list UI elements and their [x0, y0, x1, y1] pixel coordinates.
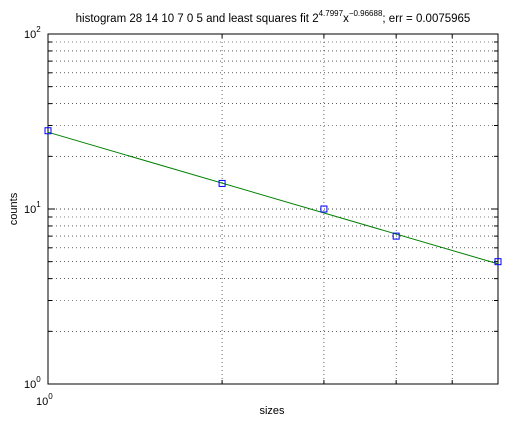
x-tick-exponent: 0: [48, 392, 53, 401]
y-tick-base: 10: [24, 204, 36, 216]
title-x: x: [343, 13, 349, 25]
y-tick-label-2: 102: [24, 25, 41, 41]
chart-title: histogram 28 14 10 7 0 5 and least squar…: [76, 9, 471, 25]
x-axis-label: sizes: [259, 405, 285, 417]
grid-lines: [48, 34, 498, 384]
y-tick-label-0: 100: [24, 375, 41, 391]
data-point-0: [44, 127, 52, 135]
title-exponent-2: −0.96688: [349, 9, 383, 18]
y-tick-exponent: 0: [36, 375, 41, 384]
y-axis-label: counts: [8, 192, 20, 225]
data-point-3: [392, 232, 400, 240]
data-point-4: [494, 258, 502, 266]
title-exponent-1: 4.7997: [319, 9, 344, 18]
y-tick-label-1: 101: [24, 200, 41, 216]
data-point-2: [320, 205, 328, 213]
y-tick-base: 10: [24, 379, 36, 391]
data-points: [44, 127, 502, 266]
y-tick-exponent: 1: [36, 200, 41, 209]
x-tick-label-1: 100: [36, 392, 53, 408]
x-tick-base: 10: [36, 396, 48, 408]
title-prefix: histogram 28 14 10 7 0 5 and least squar…: [76, 13, 319, 25]
fit-line: [47, 131, 499, 265]
y-tick-base: 10: [24, 29, 36, 41]
y-tick-exponent: 2: [36, 25, 41, 34]
fit-line-group: [47, 131, 499, 265]
data-point-1: [218, 179, 226, 187]
title-suffix: ; err = 0.0075965: [382, 13, 470, 25]
axis-ticks: [48, 33, 498, 385]
